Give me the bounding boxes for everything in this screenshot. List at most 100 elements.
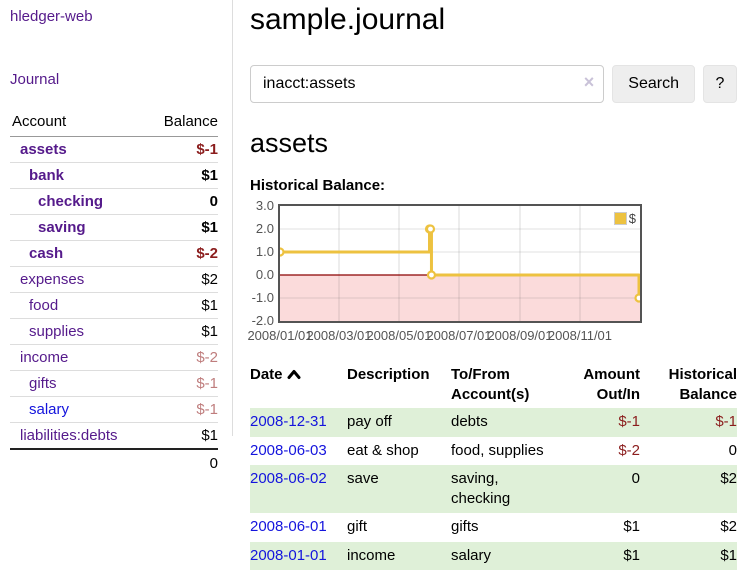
chart-plot-area: $ — [278, 204, 642, 324]
search-button[interactable]: Search — [612, 65, 695, 103]
account-link-food[interactable]: food — [29, 297, 59, 314]
accounts-total-row: 0 — [10, 448, 218, 477]
balance-cell: $2 — [720, 470, 737, 488]
account-link-expenses[interactable]: expenses — [20, 271, 85, 288]
date-cell: 2008-12-31 — [250, 408, 347, 437]
account-name-cell: assets — [10, 137, 147, 163]
register-header-description: Description — [347, 366, 430, 384]
y-axis-tick-label: -2.0 — [251, 313, 274, 329]
account-name-cell: supplies — [10, 318, 147, 345]
account-row: liabilities:debts $1 — [10, 422, 218, 449]
transaction-row: 2008-12-31 pay off debts $-1 $-1 — [250, 408, 737, 437]
app-title-link[interactable]: hledger-web — [10, 8, 93, 25]
y-axis-tick-label: 1.0 — [255, 244, 274, 260]
x-axis-tick-label: 2008/09/01 — [487, 328, 553, 344]
search-input[interactable] — [250, 65, 605, 103]
account-link-bank[interactable]: bank — [29, 167, 65, 184]
chart-canvas — [280, 206, 640, 322]
nav-journal-link[interactable]: Journal — [10, 71, 60, 88]
account-balance: $-2 — [146, 344, 218, 371]
account-row: assets $-1 — [10, 137, 218, 163]
accounts-cell: salary — [451, 546, 492, 564]
account-balance: $-1 — [146, 396, 218, 423]
x-axis-tick-label: 2008/07/01 — [426, 328, 492, 344]
balance-cell: $-1 — [715, 413, 737, 431]
register-table: Date Description To/From Account(s) Amount Ou… — [250, 362, 737, 571]
account-row: income $-2 — [10, 344, 218, 371]
accounts-header-account: Account — [10, 108, 147, 137]
account-link-supplies[interactable]: supplies — [29, 323, 85, 340]
transaction-row: 2008-06-01 gift gifts $1 $2 — [250, 513, 737, 542]
chart-legend: $ — [611, 210, 638, 228]
accounts-total-balance: 0 — [146, 448, 218, 477]
account-name-cell: bank — [10, 162, 147, 189]
account-balance: $1 — [146, 318, 218, 345]
account-row: expenses $2 — [10, 266, 218, 293]
sort-ascending-icon — [287, 365, 301, 385]
account-link-assets[interactable]: assets — [20, 141, 67, 158]
amount-cell: $1 — [623, 546, 640, 564]
date-cell: 2008-01-01 — [250, 542, 347, 571]
amount-cell: $-1 — [618, 413, 640, 431]
account-balance: $-1 — [146, 370, 218, 397]
account-name-cell: food — [10, 292, 147, 319]
description-cell: income — [347, 546, 396, 564]
balance-cell: $2 — [720, 518, 737, 536]
account-name-cell: income — [10, 344, 147, 371]
date-link[interactable]: 2008-06-02 — [250, 470, 327, 488]
description-cell: save — [347, 470, 379, 488]
account-link-gifts[interactable]: gifts — [29, 375, 57, 392]
account-name-cell: liabilities:debts — [10, 422, 147, 449]
account-link-saving[interactable]: saving — [38, 219, 86, 236]
account-balance: $1 — [146, 214, 218, 241]
account-link-income[interactable]: income — [20, 349, 69, 366]
date-link[interactable]: 2008-12-31 — [250, 413, 327, 431]
legend-swatch-icon — [613, 212, 627, 226]
historical-balance-chart: 3.0 2.0 1.0 0.0 -1.0 -2.0 $ 2008/01/01 2008/03… — [247, 198, 737, 344]
account-row: salary $-1 — [10, 396, 218, 423]
account-balance: $1 — [146, 422, 218, 449]
account-link-cash[interactable]: cash — [29, 245, 64, 262]
account-name-cell: saving — [10, 214, 147, 241]
description-cell: eat & shop — [347, 441, 419, 459]
register-header-historical: Historical Balance — [668, 366, 737, 403]
account-name-cell: expenses — [10, 266, 147, 293]
x-axis-tick-label: 2008/11/01 — [547, 328, 613, 344]
account-name-cell: checking — [10, 188, 147, 215]
main-content: sample.journal × Search ? assets Histori… — [247, 0, 737, 571]
accounts-header-balance: Balance — [146, 108, 218, 137]
account-link-salary[interactable]: salary — [29, 401, 70, 418]
date-cell: 2008-06-03 — [250, 437, 347, 466]
amount-cell: 0 — [631, 470, 640, 488]
account-link-checking[interactable]: checking — [38, 193, 104, 210]
date-link[interactable]: 2008-01-01 — [250, 546, 327, 564]
account-name-cell: salary — [10, 396, 147, 423]
y-axis-tick-label: 0.0 — [255, 267, 274, 283]
accounts-table: Account Balance assets $-1 bank $1 checking 0… — [10, 108, 218, 477]
account-balance: $-1 — [196, 141, 218, 158]
transaction-row: 2008-06-02 save saving, checking 0 $2 — [250, 465, 737, 514]
chart-section-label: Historical Balance: — [250, 177, 386, 195]
account-balance: $1 — [146, 292, 218, 319]
account-link-liabilities-debts[interactable]: liabilities:debts — [20, 427, 118, 444]
y-axis-tick-label: 3.0 — [255, 198, 274, 214]
description-cell: pay off — [347, 413, 392, 431]
y-axis-tick-label: -1.0 — [251, 290, 274, 306]
date-cell: 2008-06-01 — [250, 513, 347, 542]
account-name-cell: gifts — [10, 370, 147, 397]
account-row: supplies $1 — [10, 318, 218, 345]
register-header-amount: Amount Out/In — [583, 366, 640, 403]
account-row: cash $-2 — [10, 240, 218, 267]
register-header-date[interactable]: Date — [250, 362, 347, 408]
amount-cell: $1 — [623, 518, 640, 536]
legend-label: $ — [628, 211, 636, 227]
clear-search-icon[interactable]: × — [583, 72, 595, 92]
account-balance: $-2 — [146, 240, 218, 267]
date-link[interactable]: 2008-06-01 — [250, 518, 327, 536]
help-button[interactable]: ? — [703, 65, 737, 103]
transaction-row: 2008-01-01 income salary $1 $1 — [250, 541, 737, 571]
date-link[interactable]: 2008-06-03 — [250, 441, 327, 459]
sidebar: hledger-web Journal Account Balance asse… — [0, 0, 233, 477]
amount-cell: $-2 — [618, 441, 640, 459]
account-balance: $2 — [146, 266, 218, 293]
